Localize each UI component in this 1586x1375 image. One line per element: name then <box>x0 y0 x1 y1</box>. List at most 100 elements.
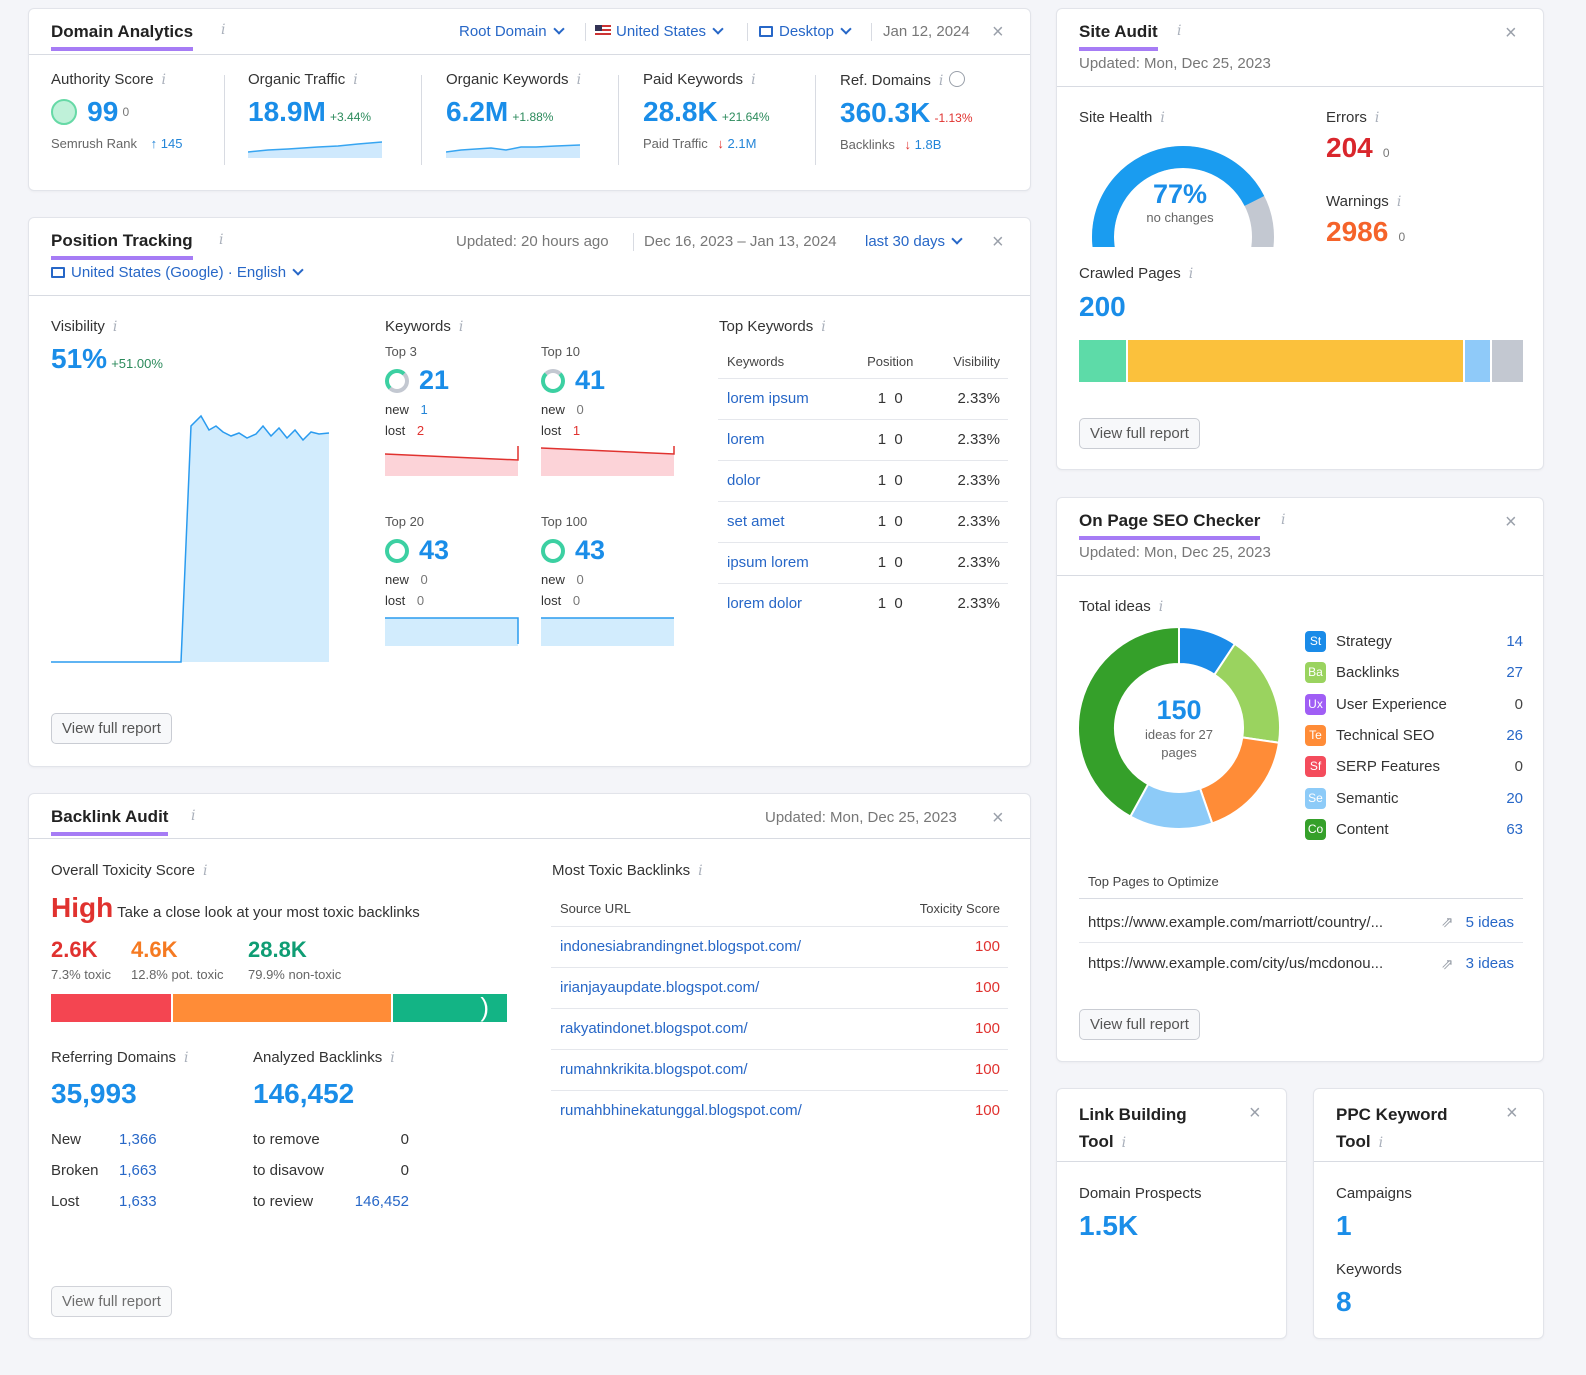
crawled-pages-label: Crawled Pages i <box>1079 265 1194 282</box>
new-domains-link[interactable]: 1,366 <box>119 1131 157 1148</box>
keyword-link[interactable]: lorem dolor <box>727 595 803 613</box>
info-icon[interactable]: i <box>221 22 226 38</box>
category-value[interactable]: 63 <box>1506 820 1523 838</box>
site-audit-card: Site Audit i Updated: Mon, Dec 25, 2023 … <box>1056 8 1544 470</box>
kw-group-top3: Top 3 21 new 1 lost 2 <box>385 344 520 476</box>
keyword-link[interactable]: set amet <box>727 513 785 530</box>
source-url-link[interactable]: rumahnkrikita.blogspot.com/ <box>560 1061 748 1078</box>
category-value[interactable]: 20 <box>1506 789 1523 807</box>
source-url-link[interactable]: indonesiabrandingnet.blogspot.com/ <box>560 938 802 955</box>
top-page-row: https://www.example.com/city/us/mcdonou.… <box>1088 955 1514 973</box>
close-icon[interactable]: × <box>992 807 1004 829</box>
table-header: Keywords Position Visibility <box>718 346 1008 379</box>
category-value[interactable]: 14 <box>1506 633 1523 651</box>
info-icon[interactable]: i <box>191 808 196 824</box>
category-icon: Se <box>1305 787 1326 809</box>
metric-label: Organic Keywords i <box>446 71 582 88</box>
legend-item[interactable]: Se Semantic 20 <box>1305 782 1523 813</box>
view-full-report-button[interactable]: View full report <box>51 713 172 744</box>
updated-text: Updated: Mon, Dec 25, 2023 <box>1079 55 1271 72</box>
source-url-link[interactable]: rakyatindonet.blogspot.com/ <box>560 1020 748 1037</box>
pot-toxic-stat: 4.6K 12.8% pot. toxic <box>131 937 224 982</box>
ideas-link[interactable]: 3 ideas <box>1465 955 1514 972</box>
top100-trend <box>541 617 674 646</box>
metric-value: 360.3K <box>840 97 931 128</box>
device-dropdown[interactable]: Desktop <box>759 23 852 40</box>
view-full-report-button[interactable]: View full report <box>51 1286 172 1317</box>
close-icon[interactable]: × <box>992 231 1004 253</box>
gauge-fill <box>1091 145 1265 247</box>
category-name: Technical SEO <box>1336 727 1435 745</box>
globe-icon[interactable] <box>949 71 966 87</box>
location-dropdown[interactable]: United States (Google) · English <box>51 264 304 281</box>
keyword-link[interactable]: dolor <box>727 472 761 489</box>
card-header: Position Tracking i Updated: 20 hours ag… <box>29 218 1030 296</box>
category-name: SERP Features <box>1336 758 1440 776</box>
updated-text: Updated: 20 hours ago <box>456 233 609 250</box>
legend-item[interactable]: Te Technical SEO 26 <box>1305 720 1523 751</box>
table-row: irianjayaupdate.blogspot.com/100 <box>551 967 1008 1009</box>
metric-organic-traffic: Organic Traffic i 18.9M +3.44% <box>248 71 423 158</box>
domain-prospects-value: 1.5K <box>1079 1210 1139 1241</box>
view-full-report-button[interactable]: View full report <box>1079 418 1200 449</box>
kw-group-top10: Top 10 41 new 0 lost 1 <box>541 344 676 476</box>
non-toxic-stat: 28.8K 79.9% non-toxic <box>248 937 342 982</box>
metric-delta: 0 <box>122 104 130 119</box>
category-value: 0 <box>1514 758 1523 776</box>
total-ideas-label: Total ideas i <box>1079 598 1164 615</box>
ring-icon <box>385 538 409 563</box>
legend-item[interactable]: St Strategy 14 <box>1305 626 1523 657</box>
category-value[interactable]: 27 <box>1506 664 1523 682</box>
close-icon[interactable]: × <box>992 21 1004 43</box>
donut-slice-content[interactable] <box>1077 626 1180 818</box>
card-header: Domain Analytics i Root Domain United St… <box>29 9 1030 55</box>
crawl-segment <box>1491 340 1523 382</box>
info-icon[interactable]: i <box>1281 512 1286 528</box>
legend-item[interactable]: Ux User Experience 0 <box>1305 689 1523 720</box>
card-title: Site Audit <box>1079 22 1158 51</box>
to-review-link[interactable]: 146,452 <box>354 1193 409 1210</box>
campaigns-value: 1 <box>1336 1210 1352 1241</box>
close-icon[interactable]: × <box>1249 1102 1261 1124</box>
report-date: Jan 12, 2024 <box>883 23 970 40</box>
info-icon[interactable]: i <box>1177 23 1182 39</box>
broken-domains-link[interactable]: 1,663 <box>119 1162 157 1179</box>
metric-delta: +21.64% <box>721 110 770 124</box>
root-domain-dropdown[interactable]: Root Domain <box>459 23 565 40</box>
keyword-link[interactable]: lorem ipsum <box>727 390 809 407</box>
external-link-icon[interactable]: ⇗ <box>1441 914 1454 931</box>
lost-domains-link[interactable]: 1,633 <box>119 1193 157 1210</box>
organic-keywords-sparkline <box>446 144 580 158</box>
period-dropdown[interactable]: last 30 days <box>865 233 963 250</box>
keyword-link[interactable]: ipsum lorem <box>727 554 809 571</box>
info-icon[interactable]: i <box>219 232 224 248</box>
site-health-label: Site Health i <box>1079 109 1165 126</box>
top-page-row: https://www.example.com/marriott/country… <box>1079 902 1523 943</box>
organic-traffic-sparkline <box>248 141 382 158</box>
desktop-icon <box>759 26 773 37</box>
source-url-link[interactable]: irianjayaupdate.blogspot.com/ <box>560 979 760 996</box>
toxic-segment <box>51 994 173 1022</box>
card-title: On Page SEO Checker <box>1079 511 1261 540</box>
updated-text: Updated: Mon, Dec 25, 2023 <box>765 809 957 826</box>
legend-item[interactable]: Ba Backlinks 27 <box>1305 657 1523 688</box>
external-link-icon[interactable]: ⇗ <box>1441 955 1454 973</box>
close-icon[interactable]: × <box>1505 511 1517 533</box>
close-icon[interactable]: × <box>1506 1102 1518 1124</box>
campaigns-label: Campaigns <box>1336 1185 1412 1202</box>
ideas-link[interactable]: 5 ideas <box>1465 913 1514 931</box>
view-full-report-button[interactable]: View full report <box>1079 1009 1200 1040</box>
table-row: rumahbhinekatunggal.blogspot.com/100 <box>560 1102 1000 1120</box>
country-dropdown[interactable]: United States <box>595 23 724 40</box>
keyword-link[interactable]: lorem <box>727 431 765 448</box>
legend-item[interactable]: Co Content 63 <box>1305 814 1523 845</box>
table-row: lorem ipsum 1 0 2.33% <box>718 378 1008 420</box>
metric-value: 18.9M <box>248 96 326 127</box>
category-value[interactable]: 26 <box>1506 727 1523 745</box>
legend-item[interactable]: Sf SERP Features 0 <box>1305 751 1523 782</box>
source-url-link[interactable]: rumahbhinekatunggal.blogspot.com/ <box>560 1102 802 1120</box>
close-icon[interactable]: × <box>1505 22 1517 44</box>
link-building-card: Link Building Tool i × Domain Prospects 1.… <box>1056 1088 1287 1339</box>
non-toxic-segment: ) <box>393 992 507 1022</box>
metric-authority-score: Authority Score i 99 0 Semrush Rank ↑ 145 <box>51 71 226 151</box>
